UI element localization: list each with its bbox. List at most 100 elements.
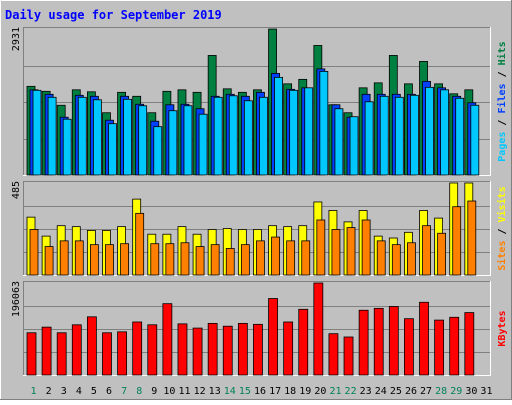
series-label-files: Files	[496, 83, 508, 113]
bar-sites-day-29	[452, 206, 462, 276]
x-tick-label: 16	[254, 386, 266, 397]
bar-kbytes-day-26	[404, 318, 414, 376]
bar-pages-day-27	[425, 86, 434, 176]
bar-pages-day-29	[455, 97, 465, 176]
bar-pages-day-15	[243, 100, 253, 176]
bar-sites-day-5	[89, 244, 99, 276]
bar-kbytes-day-22	[343, 336, 354, 376]
bar-pages-day-2	[47, 96, 57, 176]
series-label-pages: Pages	[497, 132, 508, 162]
bar-sites-day-20	[316, 219, 326, 276]
x-tick-label: 21	[329, 386, 341, 397]
bar-kbytes-day-17	[268, 298, 278, 376]
bar-sites-day-17	[271, 236, 280, 276]
bar-sites-day-4	[74, 240, 84, 276]
x-tick-label: 15	[239, 386, 251, 397]
bar-pages-day-23	[364, 101, 374, 176]
x-tick-label: 4	[76, 386, 82, 397]
bar-pages-day-30	[470, 104, 480, 176]
bar-kbytes-day-21	[328, 333, 339, 376]
bar-kbytes-day-4	[71, 324, 82, 376]
x-tick-label: 28	[435, 386, 447, 397]
bar-kbytes-day-7	[117, 331, 127, 376]
bar-kbytes-day-1	[26, 332, 37, 376]
bar-kbytes-day-10	[162, 303, 173, 376]
bar-sites-day-30	[467, 200, 477, 276]
bar-kbytes-day-19	[298, 308, 309, 376]
y-max-label: 196063	[11, 281, 22, 317]
x-tick-label: 31	[480, 386, 492, 397]
bar-kbytes-day-28	[434, 319, 445, 376]
bar-kbytes-day-12	[192, 327, 203, 376]
bar-pages-day-24	[379, 95, 389, 176]
bar-kbytes-day-6	[102, 332, 112, 376]
bar-kbytes-day-11	[177, 323, 188, 376]
bar-sites-day-27	[422, 225, 431, 276]
x-tick-label: 8	[136, 386, 142, 397]
y-max-label: 2931	[11, 27, 22, 51]
bar-pages-day-16	[259, 96, 268, 176]
x-tick-label: 9	[151, 386, 157, 397]
bar-pages-day-6	[108, 123, 117, 176]
series-label-separator: /	[497, 114, 508, 132]
x-tick-label: 26	[405, 386, 417, 397]
bar-pages-day-22	[349, 116, 359, 176]
series-axis-label: Pages / Files / Hits	[496, 41, 508, 161]
x-tick-label: 2	[46, 386, 52, 397]
x-tick-label: 17	[269, 386, 281, 397]
bar-sites-day-6	[105, 244, 114, 276]
bar-sites-day-8	[135, 212, 145, 276]
bar-kbytes-day-27	[419, 301, 429, 376]
x-tick-label: 19	[299, 386, 311, 397]
bar-sites-day-14	[225, 248, 235, 276]
series-label-sites: Sites	[496, 241, 508, 271]
x-tick-label: 18	[284, 386, 296, 397]
bar-sites-day-15	[240, 244, 250, 276]
bar-pages-day-9	[153, 126, 163, 176]
bar-pages-day-18	[289, 89, 299, 176]
bar-pages-day-21	[334, 108, 344, 176]
bar-sites-day-1	[29, 229, 39, 276]
bar-pages-day-5	[92, 99, 102, 176]
series-label-kbytes: KBytes	[497, 310, 508, 346]
bar-sites-day-24	[376, 240, 386, 276]
x-tick-label: 11	[178, 386, 190, 397]
bar-pages-day-26	[410, 94, 419, 176]
series-axis-label: KBytes	[497, 310, 508, 346]
y-max-label: 485	[11, 181, 22, 199]
bar-sites-day-11	[180, 242, 190, 276]
bar-sites-day-22	[346, 227, 356, 276]
bar-pages-day-4	[77, 96, 87, 176]
bar-kbytes-day-30	[464, 312, 475, 376]
bar-kbytes-day-23	[358, 309, 369, 376]
bar-kbytes-day-14	[222, 325, 233, 376]
x-tick-label: 23	[360, 386, 372, 397]
x-tick-label: 20	[314, 386, 326, 397]
series-label-separator: /	[497, 222, 508, 240]
bar-pages-day-13	[213, 96, 223, 176]
chart-title: Daily usage for September 2019	[5, 8, 222, 22]
bar-kbytes-day-2	[41, 326, 52, 376]
bar-kbytes-day-18	[283, 321, 294, 376]
bar-pages-day-3	[62, 118, 72, 176]
bar-pages-day-10	[168, 110, 178, 176]
bar-sites-day-19	[301, 240, 311, 276]
bar-pages-day-19	[304, 87, 314, 176]
x-tick-label: 24	[375, 386, 387, 397]
x-tick-label: 22	[345, 386, 357, 397]
bar-sites-day-2	[44, 246, 54, 276]
bar-pages-day-7	[123, 98, 132, 176]
bar-kbytes-day-24	[373, 307, 384, 376]
bar-kbytes-day-29	[449, 316, 460, 376]
bar-kbytes-day-16	[253, 323, 263, 376]
bar-sites-day-16	[256, 240, 265, 276]
bar-sites-day-7	[120, 243, 129, 276]
bar-sites-day-18	[286, 240, 296, 276]
x-tick-label: 6	[106, 386, 112, 397]
series-axis-label: Sites / Visits	[496, 186, 508, 270]
bar-kbytes-day-13	[207, 322, 218, 376]
bar-sites-day-12	[195, 246, 205, 276]
bar-pages-day-1	[32, 89, 42, 176]
bar-sites-day-21	[331, 229, 341, 276]
